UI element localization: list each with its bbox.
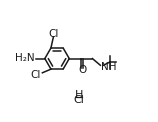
Text: H: H xyxy=(75,90,83,100)
Text: NH: NH xyxy=(101,62,116,72)
Text: Cl: Cl xyxy=(30,70,41,80)
Text: Cl: Cl xyxy=(49,29,59,39)
Text: H₂N: H₂N xyxy=(15,53,35,63)
Text: O: O xyxy=(78,65,86,75)
Text: Cl: Cl xyxy=(74,95,84,105)
